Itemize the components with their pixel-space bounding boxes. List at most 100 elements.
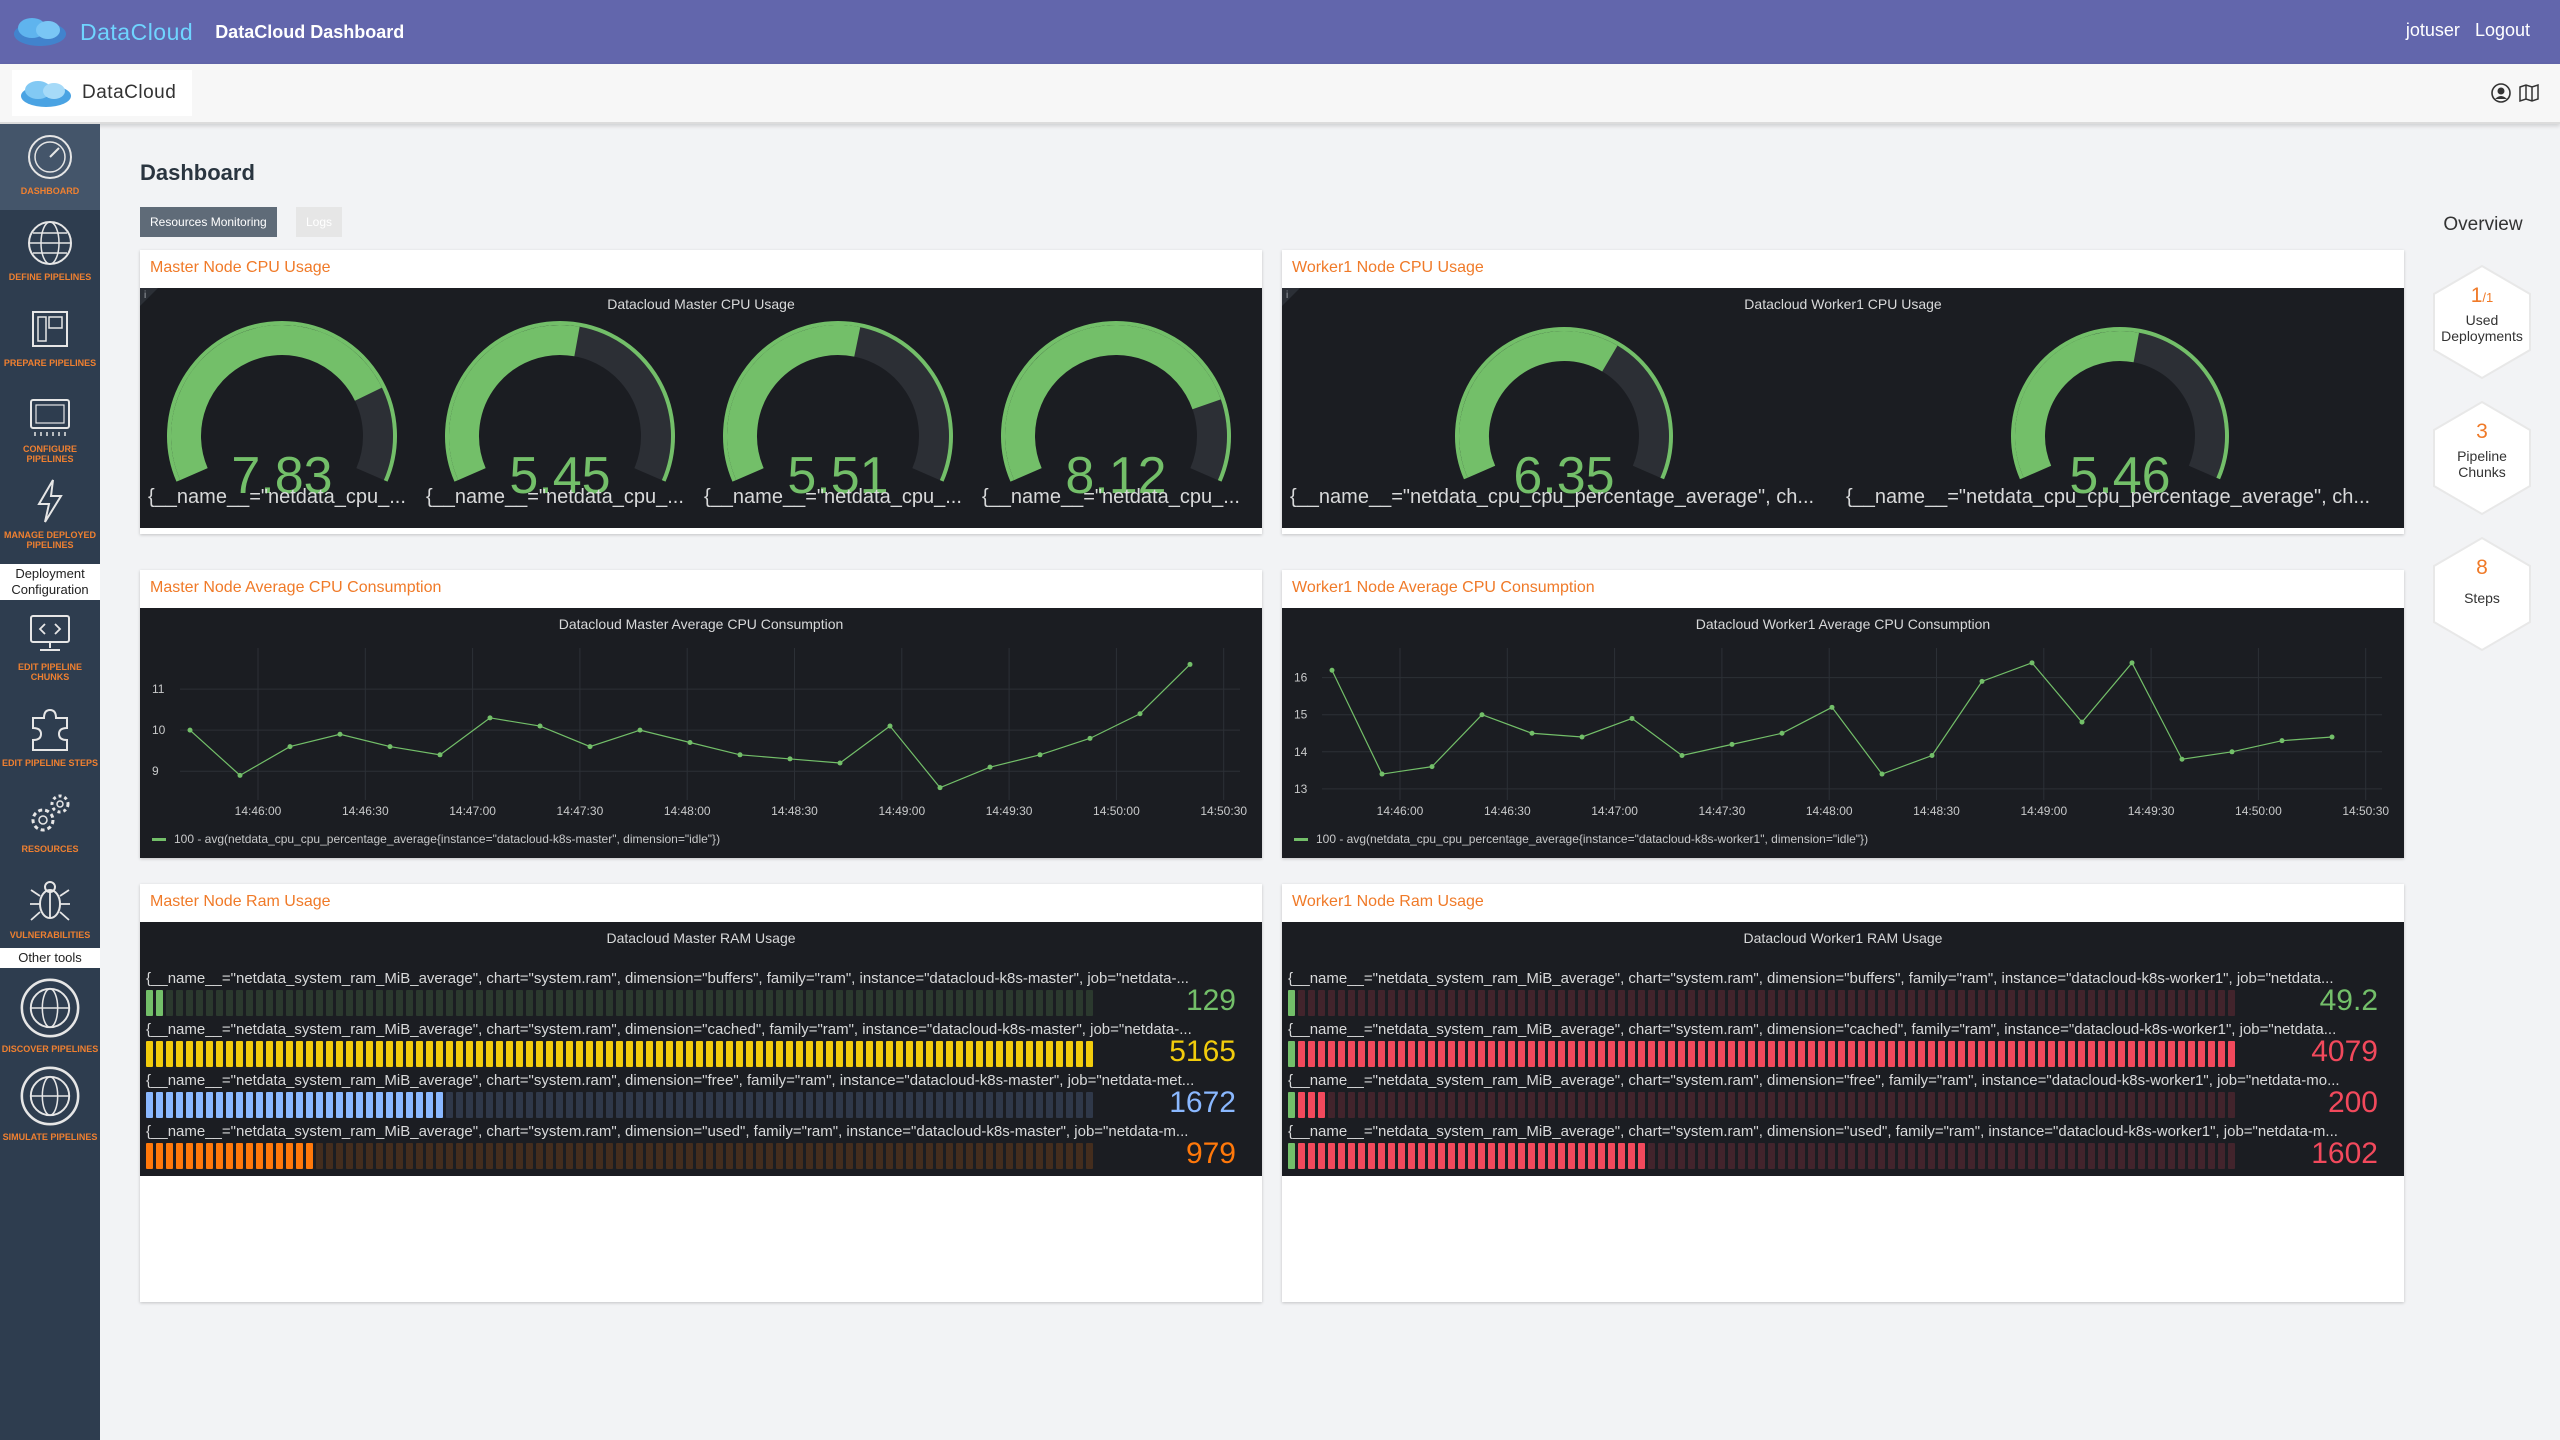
data-point[interactable] (2329, 734, 2335, 740)
data-point[interactable] (187, 727, 193, 733)
cpu-gauge (1001, 321, 1231, 482)
data-point[interactable] (687, 739, 693, 745)
info-icon[interactable]: i (144, 290, 147, 301)
sidebar-item-resources[interactable]: RESOURCES (0, 782, 100, 868)
username[interactable]: jotuser (2405, 20, 2460, 40)
ram-bar-cell (1308, 990, 1315, 1016)
sidebar-item-define-pipelines[interactable]: DEFINE PIPELINES (0, 210, 100, 296)
ram-bar-cell (876, 990, 883, 1016)
data-point[interactable] (337, 731, 343, 737)
data-point[interactable] (1037, 752, 1043, 758)
data-point[interactable] (1579, 734, 1585, 740)
ram-bar-cell (966, 1143, 973, 1169)
ram-bar-cell (1868, 990, 1875, 1016)
map-icon[interactable] (2518, 82, 2540, 104)
data-point[interactable] (487, 715, 493, 721)
ram-bar-cell (376, 1092, 383, 1118)
sidebar-item-discover-pipelines[interactable]: DISCOVER PIPELINES (0, 968, 100, 1056)
data-point[interactable] (587, 744, 593, 750)
overview-used-deployments[interactable]: 1/1 Used Deployments (2432, 264, 2532, 380)
sidebar-item-edit-pipeline-steps[interactable]: EDIT PIPELINE STEPS (0, 696, 100, 782)
ram-row: {__name__="netdata_system_ram_MiB_averag… (1288, 970, 2398, 1020)
data-point[interactable] (1379, 771, 1385, 777)
sidebar-item-edit-pipeline-chunks[interactable]: EDIT PIPELINE CHUNKS (0, 600, 100, 696)
data-point[interactable] (837, 760, 843, 766)
data-point[interactable] (1529, 730, 1535, 736)
data-point[interactable] (2179, 756, 2185, 762)
data-point[interactable] (1829, 704, 1835, 710)
ram-bar-cell (1468, 1143, 1475, 1169)
ram-bar-cell (966, 1041, 973, 1067)
data-point[interactable] (1087, 735, 1093, 741)
ram-bar-cell (1338, 1143, 1345, 1169)
data-point[interactable] (1779, 730, 1785, 736)
brand[interactable]: DataCloud (10, 12, 193, 52)
sidebar-item-manage-deployed[interactable]: MANAGE DEPLOYED PIPELINES (0, 468, 100, 564)
sidebar-item-configure-pipelines[interactable]: CONFIGURE PIPELINES (0, 382, 100, 468)
sidebar-item-vulnerabilities[interactable]: VULNERABILITIES (0, 868, 100, 948)
data-point[interactable] (2129, 660, 2135, 666)
ram-bar-cell (1598, 1041, 1605, 1067)
chart-legend[interactable]: 100 - avg(netdata_cpu_cpu_percentage_ave… (1294, 832, 1868, 846)
info-icon[interactable]: i (1286, 290, 1289, 301)
ram-bar-cell (686, 1143, 693, 1169)
logout-link[interactable]: Logout (2474, 20, 2530, 40)
data-point[interactable] (1629, 715, 1635, 721)
ram-bar-cell (1648, 990, 1655, 1016)
ram-bar-cell (966, 1092, 973, 1118)
ram-bar-cell (566, 1041, 573, 1067)
data-point[interactable] (1879, 771, 1885, 777)
ram-bar-cell (1488, 1092, 1495, 1118)
overview-pipeline-chunks[interactable]: 3 Pipeline Chunks (2432, 400, 2532, 516)
data-point[interactable] (2229, 749, 2235, 755)
data-point[interactable] (637, 727, 643, 733)
ram-bar-cell (576, 1041, 583, 1067)
sidebar-item-prepare-pipelines[interactable]: PREPARE PIPELINES (0, 296, 100, 382)
data-point[interactable] (1137, 711, 1143, 717)
sidebar-item-dashboard[interactable]: DASHBOARD (0, 124, 100, 210)
data-point[interactable] (2079, 719, 2085, 725)
gauge-fill (727, 325, 861, 481)
data-point[interactable] (1429, 764, 1435, 770)
ram-bar-cell (1398, 1092, 1405, 1118)
ram-bar-cell (746, 990, 753, 1016)
data-point[interactable] (737, 752, 743, 758)
data-point[interactable] (1679, 753, 1685, 759)
data-point[interactable] (1979, 678, 1985, 684)
data-point[interactable] (2029, 660, 2035, 666)
ram-bar-cell (276, 1041, 283, 1067)
data-point[interactable] (1187, 661, 1193, 667)
data-point[interactable] (787, 756, 793, 762)
ram-bar-cell (196, 1041, 203, 1067)
chart-legend[interactable]: 100 - avg(netdata_cpu_cpu_percentage_ave… (152, 832, 720, 846)
ram-bar-cell (796, 1092, 803, 1118)
data-point[interactable] (1479, 712, 1485, 718)
data-point[interactable] (437, 752, 443, 758)
logo[interactable]: DataCloud (12, 70, 192, 116)
data-point[interactable] (2279, 738, 2285, 744)
data-point[interactable] (287, 744, 293, 750)
ram-bar-cell (1798, 1092, 1805, 1118)
ram-bar-cell (1938, 1041, 1945, 1067)
ram-bar-cell (186, 990, 193, 1016)
tab-logs[interactable]: Logs (296, 207, 343, 237)
data-point[interactable] (537, 723, 543, 729)
sidebar-item-simulate-pipelines[interactable]: SIMULATE PIPELINES (0, 1056, 100, 1144)
data-point[interactable] (1729, 741, 1735, 747)
ram-bar-cell (1948, 1092, 1955, 1118)
data-point[interactable] (387, 744, 393, 750)
ram-bar-cell (356, 1041, 363, 1067)
ram-bar-cell (836, 1041, 843, 1067)
ram-bar-cell (1518, 990, 1525, 1016)
data-point[interactable] (887, 723, 893, 729)
tab-resources-monitoring[interactable]: Resources Monitoring (140, 207, 277, 237)
overview-steps[interactable]: 8 Steps (2432, 536, 2532, 652)
data-point[interactable] (1929, 753, 1935, 759)
user-circle-icon[interactable] (2490, 82, 2512, 104)
data-point[interactable] (1329, 667, 1335, 673)
data-point[interactable] (237, 772, 243, 778)
data-point[interactable] (937, 785, 943, 791)
data-point[interactable] (987, 764, 993, 770)
ram-row-value: 49.2 (2319, 984, 2378, 1017)
panel-worker-avg-cpu: Worker1 Node Average CPU Consumption Dat… (1282, 570, 2404, 858)
